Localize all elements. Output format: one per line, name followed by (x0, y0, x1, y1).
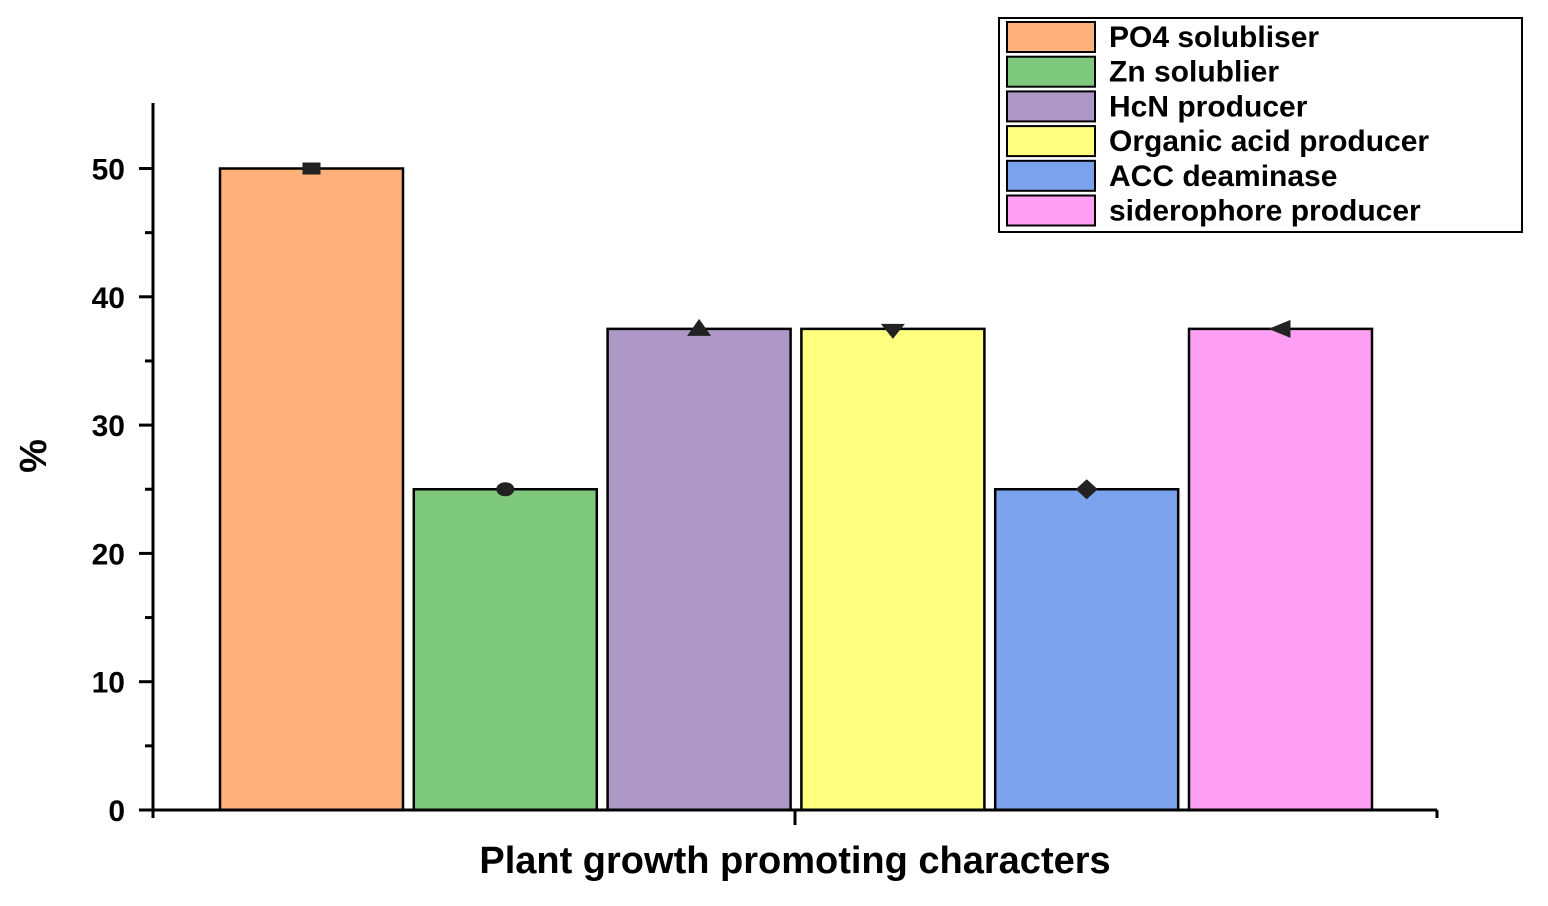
legend-label: ACC deaminase (1109, 160, 1337, 193)
bar (218, 167, 405, 812)
x-axis-title: Plant growth promoting characters (479, 840, 1110, 882)
bar (412, 488, 599, 812)
bar (993, 488, 1180, 812)
bar-marker (880, 323, 905, 339)
bar-marker (1268, 319, 1291, 338)
bar-marker (687, 318, 712, 336)
y-ticks: 0 10 20 30 40 50 (92, 154, 153, 828)
legend-label: siderophore producer (1109, 195, 1421, 228)
legend-swatch (1006, 194, 1096, 227)
legend-label: Zn solublier (1109, 56, 1279, 89)
y-tick-label: 20 (92, 538, 125, 571)
y-tick-label: 40 (92, 282, 125, 315)
y-tick-label: 30 (92, 410, 125, 443)
y-tick-label: 0 (108, 795, 125, 828)
legend-swatch (1006, 21, 1096, 53)
bar (800, 327, 986, 812)
bar (606, 327, 792, 812)
legend-label: HcN producer (1109, 90, 1308, 123)
legend-swatch (1006, 159, 1096, 192)
legend-label: Organic acid producer (1109, 125, 1429, 158)
y-axis-title: % (13, 439, 55, 473)
bars-layer (218, 167, 1374, 812)
legend-swatch (1006, 90, 1096, 123)
legend-swatch (1006, 55, 1096, 88)
bar-marker (1075, 479, 1098, 500)
markers-layer (302, 162, 1291, 500)
y-tick-label: 10 (92, 667, 125, 700)
y-tick-label: 50 (92, 154, 125, 187)
bar-marker (496, 482, 515, 497)
legend-swatch (1006, 125, 1096, 158)
legend-label: PO4 solubliser (1109, 21, 1319, 54)
bar (1187, 327, 1374, 812)
bar-marker (302, 162, 321, 175)
